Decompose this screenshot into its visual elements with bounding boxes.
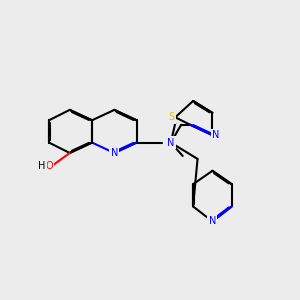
Text: N: N — [212, 130, 220, 140]
Text: H: H — [38, 161, 46, 171]
Text: N: N — [167, 138, 175, 148]
Text: N: N — [111, 148, 118, 158]
Text: N: N — [209, 216, 216, 226]
Text: S: S — [169, 112, 175, 122]
Text: O: O — [45, 161, 53, 171]
